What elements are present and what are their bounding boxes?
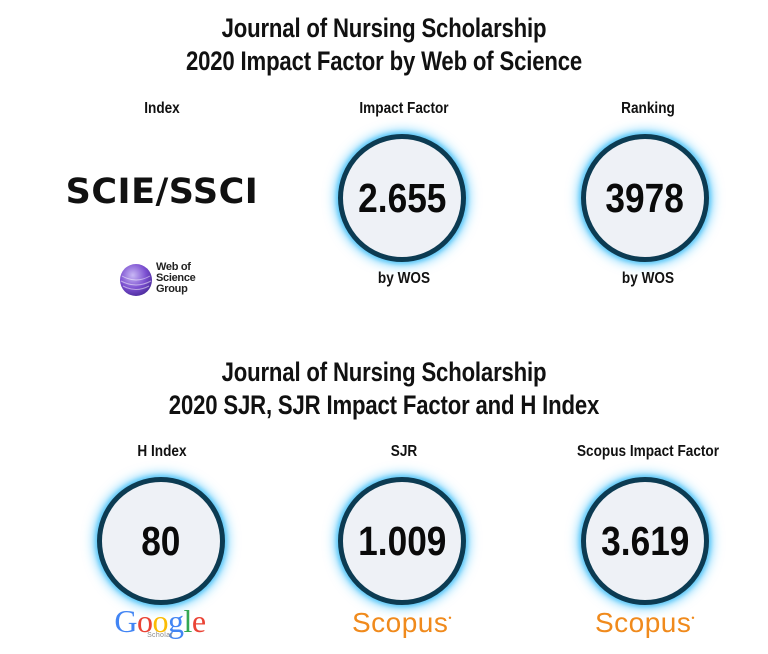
google-scholar-subtext: Scholar: [147, 632, 173, 639]
impact-factor-value: 2.655: [357, 174, 447, 221]
google-logo-letter: e: [191, 603, 206, 639]
sjr-value: 1.009: [357, 517, 447, 564]
google-logo-letter: o: [152, 603, 169, 639]
web-of-science-logo: Web of Science Group: [118, 260, 218, 300]
ranking-value: 3978: [605, 174, 685, 221]
sjr-circle: 1.009: [338, 477, 466, 605]
index-label: Index: [144, 100, 180, 117]
impact-factor-label: Impact Factor: [359, 100, 449, 117]
scopus-impact-factor-label: Scopus Impact Factor: [576, 443, 720, 460]
h-index-value: 80: [141, 517, 181, 564]
ranking-source: by WOS: [621, 270, 675, 287]
h-index-circle: 80: [97, 477, 225, 605]
scopus-logo-sjr: Scopus•: [351, 607, 453, 638]
google-logo-letter: g: [168, 603, 184, 639]
ranking-label: Ranking: [621, 100, 675, 117]
section2-title: Journal of Nursing Scholarship 2020 SJR,…: [168, 357, 600, 420]
impact-factor-circle: 2.655: [338, 134, 466, 262]
google-scholar-logo: Google: [100, 605, 220, 637]
sjr-label: SJR: [390, 443, 418, 460]
section1-title: Journal of Nursing Scholarship 2020 Impa…: [185, 13, 583, 76]
impact-factor-source: by WOS: [377, 270, 431, 287]
google-logo-letter: l: [183, 603, 193, 639]
ranking-circle: 3978: [581, 134, 709, 262]
index-value: SCIE/SSCI: [65, 172, 259, 212]
scopus-logo-impact: Scopus•: [594, 607, 696, 638]
wos-logo-text: Web of Science Group: [156, 261, 196, 295]
wos-sphere-icon: [120, 264, 152, 296]
scopus-impact-factor-value: 3.619: [600, 517, 690, 564]
scopus-impact-factor-circle: 3.619: [581, 477, 709, 605]
google-logo-letter: o: [137, 603, 153, 639]
h-index-label: H Index: [137, 443, 187, 460]
google-logo-letter: G: [114, 603, 137, 639]
